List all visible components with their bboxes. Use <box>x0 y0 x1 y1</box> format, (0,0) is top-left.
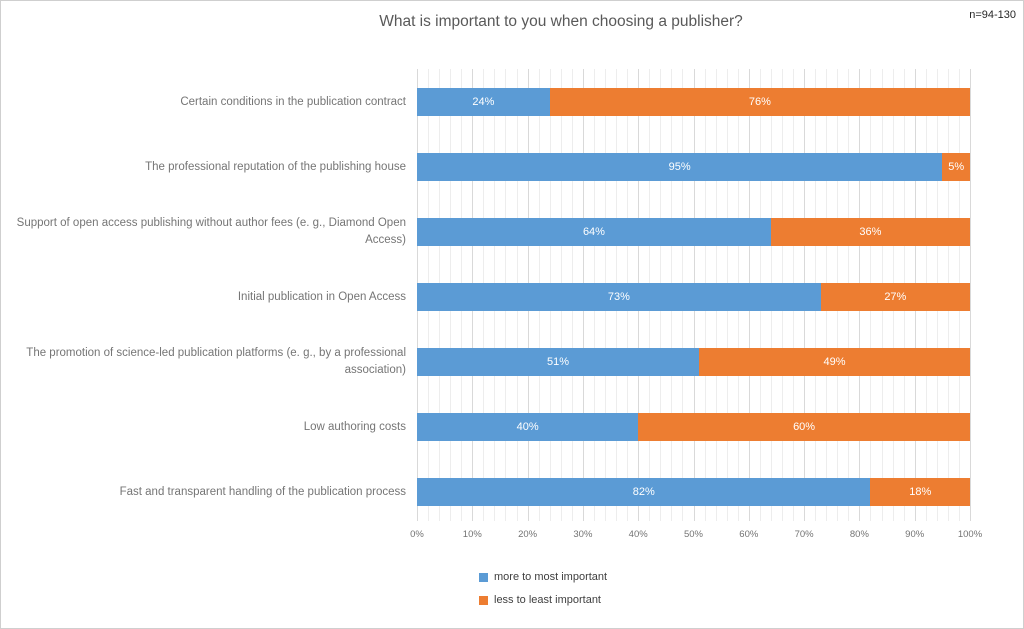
x-axis-tick-label: 70% <box>794 529 814 540</box>
major-gridline <box>970 69 971 521</box>
bar-value-label: 40% <box>516 421 539 433</box>
bar-segment-less-important: 18% <box>870 478 970 506</box>
category-labels-column: Certain conditions in the publication co… <box>9 69 406 521</box>
bar-value-label: 24% <box>472 96 495 108</box>
bar-segment-less-important: 76% <box>549 88 970 116</box>
bar-row: 24% 76% <box>417 88 970 116</box>
bar-row: 40% 60% <box>417 413 970 441</box>
legend-swatch-orange <box>479 595 488 605</box>
x-axis-tick-label: 0% <box>410 529 424 540</box>
x-axis-tick-label: 20% <box>518 529 538 540</box>
x-axis-tick-label: 50% <box>683 529 703 540</box>
bar-value-label: 49% <box>823 356 846 368</box>
x-axis-tick-label: 100% <box>957 529 983 540</box>
x-axis: 0% 10% 20% 30% 40% 50% 60% 70% 80% 90% 100% <box>410 529 982 545</box>
category-label: The professional reputation of the publi… <box>145 160 406 173</box>
bar-segment-more-important: 73% <box>417 283 821 311</box>
category-label: Certain conditions in the publication co… <box>180 95 406 108</box>
legend-item-less-important: less to least important <box>479 594 607 606</box>
bar-row: 73% 27% <box>417 283 970 311</box>
bar-value-label: 18% <box>909 486 932 498</box>
bar-segment-more-important: 64% <box>417 218 771 246</box>
bar-value-label: 95% <box>668 161 691 173</box>
category-label: The promotion of science-led publication… <box>26 347 406 376</box>
bar-value-label: 60% <box>793 421 816 433</box>
bar-value-label: 76% <box>748 96 771 108</box>
bar-segment-more-important: 95% <box>417 153 943 181</box>
x-axis-tick-label: 40% <box>628 529 648 540</box>
x-axis-tick-label: 10% <box>462 529 482 540</box>
sample-size-note: n=94-130 <box>969 9 1016 21</box>
x-axis-tick-label: 90% <box>905 529 925 540</box>
bar-row: 95% 5% <box>417 153 970 181</box>
bar-row: 51% 49% <box>417 348 970 376</box>
category-label: Initial publication in Open Access <box>237 290 406 303</box>
bar-segment-less-important: 60% <box>638 413 970 441</box>
x-axis-tick-label: 80% <box>849 529 869 540</box>
bar-value-label: 82% <box>632 486 655 498</box>
chart-title: What is important to you when choosing a… <box>379 13 743 30</box>
category-label: Fast and transparent handling of the pub… <box>119 485 406 498</box>
bar-value-label: 36% <box>859 226 882 238</box>
legend-item-more-important: more to most important <box>479 571 607 583</box>
bar-segment-less-important: 49% <box>699 348 970 376</box>
category-label: Support of open access publishing withou… <box>16 217 406 246</box>
bar-value-label: 5% <box>948 161 965 173</box>
bar-segment-more-important: 51% <box>417 348 700 376</box>
legend-swatch-blue <box>479 572 488 582</box>
bar-value-label: 51% <box>546 356 570 368</box>
legend-label: more to most important <box>494 571 608 583</box>
bar-value-label: 27% <box>884 291 907 303</box>
legend-label: less to least important <box>494 594 601 606</box>
bar-value-label: 64% <box>582 226 605 238</box>
bar-row: 64% 36% <box>417 218 970 246</box>
legend: more to most important less to least imp… <box>479 571 607 617</box>
x-axis-tick-label: 30% <box>573 529 593 540</box>
bar-segment-more-important: 40% <box>417 413 639 441</box>
bar-row: 82% 18% <box>417 478 970 506</box>
bar-segment-more-important: 24% <box>417 88 550 116</box>
bar-segment-less-important: 36% <box>770 218 970 246</box>
bar-value-label: 73% <box>607 291 630 303</box>
bar-segment-less-important: 27% <box>820 283 970 311</box>
category-label: Low authoring costs <box>303 420 406 433</box>
plot-area: 24% 76% 95% 5% 64% 36% 73% 27% 51% 49% 40% 60% 82% 18… <box>417 69 971 521</box>
bar-segment-less-important: 5% <box>942 153 970 181</box>
x-axis-tick-label: 60% <box>739 529 759 540</box>
bar-segment-more-important: 82% <box>417 478 871 506</box>
